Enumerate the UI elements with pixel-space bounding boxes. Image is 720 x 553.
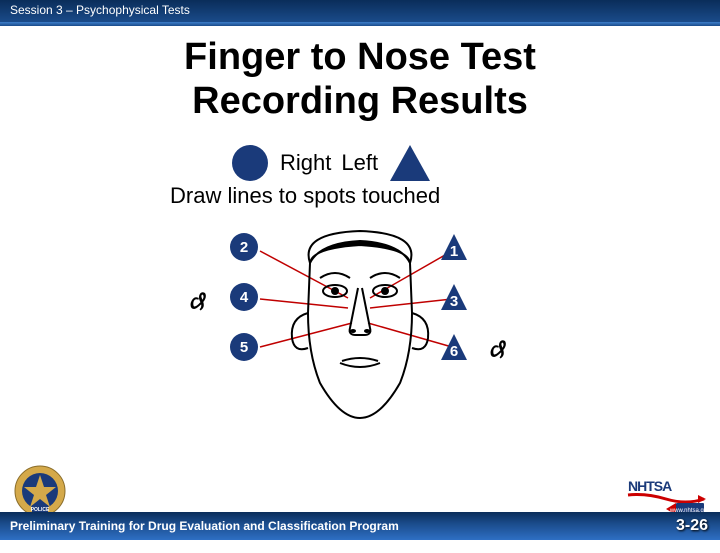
circle-marker-icon: 4: [230, 283, 258, 311]
content-area: Right Left Draw lines to spots touched: [0, 123, 720, 553]
marker-left-3: 5: [230, 333, 258, 361]
marker-right-2: 3: [440, 283, 468, 311]
header-bar: Session 3 – Psychophysical Tests: [0, 0, 720, 22]
svg-text:NHTSA: NHTSA: [628, 478, 672, 494]
header-underline: [0, 22, 720, 26]
hand-drawn-mark: ℘: [190, 291, 207, 320]
circle-marker-icon: 5: [230, 333, 258, 361]
left-markers: 2 4 5: [230, 233, 258, 383]
title-line1: Finger to Nose Test: [0, 36, 720, 80]
instruction-text: Draw lines to spots touched: [170, 183, 440, 209]
circle-icon: [230, 143, 270, 183]
triangle-marker-icon: 1: [440, 233, 468, 261]
legend-left-label: Left: [341, 150, 378, 176]
circle-marker-icon: 2: [230, 233, 258, 261]
triangle-icon: [388, 143, 432, 183]
title-line2: Recording Results: [0, 80, 720, 124]
hand-drawn-mark: ℘: [490, 339, 507, 368]
marker-left-2: 4: [230, 283, 258, 311]
footer-text: Preliminary Training for Drug Evaluation…: [10, 519, 399, 533]
footer-bar: Preliminary Training for Drug Evaluation…: [0, 512, 720, 540]
marker-left-1: 2: [230, 233, 258, 261]
marker-right-3: 6: [440, 333, 468, 361]
right-markers: 1 3 6: [440, 233, 468, 383]
triangle-marker-icon: 6: [440, 333, 468, 361]
face-diagram: [280, 223, 440, 423]
legend-right-label: Right: [280, 150, 331, 176]
slide-title: Finger to Nose Test Recording Results: [0, 36, 720, 123]
page-number: 3-26: [676, 517, 708, 535]
triangle-marker-icon: 3: [440, 283, 468, 311]
marker-right-1: 1: [440, 233, 468, 261]
legend: Right Left: [230, 143, 432, 183]
iacp-badge-icon: POLICE: [14, 465, 66, 517]
session-label: Session 3 – Psychophysical Tests: [10, 3, 190, 17]
